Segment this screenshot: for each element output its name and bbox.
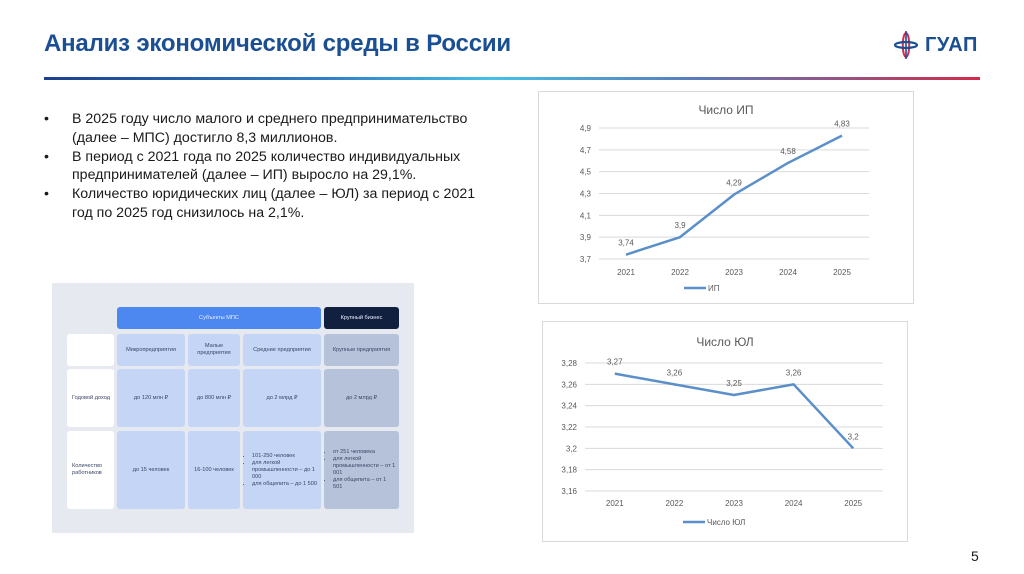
col-header-large: Крупные предприятия (324, 334, 399, 366)
bullet-list: • В 2025 году число малого и среднего пр… (44, 110, 484, 223)
bullet-text: Количество юридических лиц (далее – ЮЛ) … (72, 186, 476, 221)
income-large: до 2 млрд ₽ (324, 369, 399, 427)
y-tick-label: 4,3 (580, 190, 592, 199)
y-tick-label: 3,16 (561, 487, 577, 496)
page-number: 5 (971, 548, 979, 564)
data-label: 3,2 (848, 432, 860, 441)
chart-ul: Число ЮЛ 3,16 3,18 3,2 3,22 3,24 3,26 3,28 2021 2… (542, 321, 908, 542)
corner-cell (67, 334, 114, 366)
y-tick-label: 4,5 (580, 168, 592, 177)
bullet-marker: • (44, 148, 49, 165)
legend-label: Число ЮЛ (707, 518, 745, 527)
x-tick-label: 2025 (833, 268, 851, 277)
income-micro: до 120 млн ₽ (117, 369, 185, 427)
list-item: от 251 человека (333, 449, 397, 456)
col-header-micro: Микропредприятия (117, 334, 185, 366)
y-tick-label: 3,7 (580, 255, 592, 264)
x-tick-label: 2024 (779, 268, 797, 277)
employees-large: от 251 человека для легкой промышленност… (324, 431, 399, 509)
chart-title: Число ИП (698, 103, 753, 117)
data-label: 3,26 (786, 368, 802, 377)
data-label: 3,74 (618, 239, 634, 248)
y-tick-label: 3,18 (561, 466, 577, 475)
bullet-marker: • (44, 111, 49, 127)
business-classification-table: Субъекты МПС Крупный бизнес Микропредпри… (52, 283, 414, 533)
data-label: 3,27 (607, 358, 623, 367)
x-tick-label: 2022 (666, 499, 684, 508)
university-logo: ГУАП (893, 30, 978, 60)
y-tick-label: 3,24 (561, 402, 577, 411)
col-header-small: Малые предприятия (188, 334, 240, 366)
list-item: для общепита – от 1 501 (333, 477, 397, 491)
list-item: для общепита – до 1 500 (252, 481, 319, 488)
y-tick-label: 3,9 (580, 233, 592, 242)
chart-ip: Число ИП 3,7 3,9 4,1 4,3 4,5 4,7 4,9 2021 2022 202… (538, 91, 914, 304)
data-label: 4,29 (726, 179, 742, 188)
logo-text: ГУАП (925, 33, 978, 56)
y-tick-label: 4,1 (580, 211, 592, 220)
slide-title: Анализ экономической среды в России (44, 30, 511, 57)
title-divider (44, 77, 980, 80)
bullet-text: В период с 2021 года по 2025 количество … (72, 148, 461, 184)
data-label: 3,9 (674, 221, 686, 230)
bullet-item: • В период с 2021 года по 2025 количеств… (44, 148, 484, 186)
y-tick-label: 4,7 (580, 146, 592, 155)
x-tick-label: 2023 (725, 268, 743, 277)
series-line (625, 134, 843, 256)
header-sme: Субъекты МПС (117, 307, 321, 329)
bullet-marker: • (44, 186, 49, 203)
series-line (614, 372, 855, 450)
y-tick-label: 3,22 (561, 423, 577, 432)
y-tick-label: 3,2 (566, 444, 578, 453)
income-medium: до 2 млрд ₽ (243, 369, 321, 427)
data-label: 4,83 (834, 120, 850, 129)
x-tick-label: 2024 (785, 499, 803, 508)
list-item: 101-250 человек (252, 453, 319, 460)
data-label: 3,25 (726, 379, 742, 388)
col-header-medium: Средние предприятия (243, 334, 321, 366)
x-tick-label: 2021 (606, 499, 624, 508)
header-large-business: Крупный бизнес (324, 307, 399, 329)
y-tick-label: 4,9 (580, 124, 592, 133)
row-label-income: Годовой доход (67, 369, 114, 427)
legend-label: ИП (708, 284, 720, 293)
y-tick-label: 3,28 (561, 359, 577, 368)
x-tick-label: 2021 (617, 268, 635, 277)
guap-emblem-icon (893, 31, 919, 59)
y-tick-label: 3,26 (561, 380, 577, 389)
bullet-item: • В 2025 году число малого и среднего пр… (44, 110, 484, 148)
employees-small: 16-100 человек (188, 431, 240, 509)
data-label: 3,26 (667, 368, 683, 377)
list-item: для легкой промышленности – от 1 001 (333, 456, 397, 477)
chart-title: Число ЮЛ (696, 335, 753, 349)
bullet-item: • Количество юридических лиц (далее – ЮЛ… (44, 185, 484, 223)
employees-micro: до 15 человек (117, 431, 185, 509)
x-tick-label: 2023 (725, 499, 743, 508)
data-label: 4,58 (780, 147, 796, 156)
list-item: для легкой промышленности – до 1 000 (252, 460, 319, 481)
income-small: до 800 млн ₽ (188, 369, 240, 427)
chart-ip-svg: Число ИП 3,7 3,9 4,1 4,3 4,5 4,7 4,9 2021 2022 202… (580, 103, 869, 293)
x-tick-label: 2022 (671, 268, 689, 277)
x-tick-label: 2025 (844, 499, 862, 508)
bullet-text: В 2025 году число малого и среднего пред… (72, 111, 468, 146)
employees-medium: 101-250 человек для легкой промышленност… (243, 431, 321, 509)
chart-ul-svg: Число ЮЛ 3,16 3,18 3,2 3,22 3,24 3,26 3,28 2021 2… (561, 335, 883, 527)
row-label-employees: Количество работников (67, 431, 114, 509)
